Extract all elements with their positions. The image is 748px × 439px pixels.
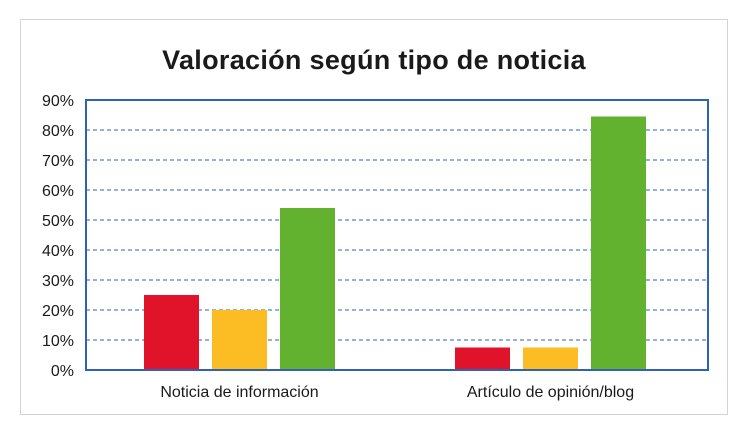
plot-frame [85, 99, 709, 371]
bar [455, 347, 510, 370]
bar [212, 310, 267, 370]
bar [591, 116, 646, 370]
x-axis-labels: Noticia de información Artículo de opinió… [160, 384, 634, 401]
y-tick-label: 10% [42, 333, 74, 350]
x-category-label: Noticia de información [160, 384, 318, 401]
bars [144, 116, 646, 370]
x-category-label: Artículo de opinión/blog [467, 384, 634, 401]
bar [144, 295, 199, 370]
y-tick-label: 70% [42, 153, 74, 170]
bar [280, 208, 335, 370]
y-tick-label: 80% [42, 123, 74, 140]
y-tick-label: 0% [51, 363, 74, 380]
y-axis-ticks: 0% 10% 20% 30% 40% 50% 60% 70% 80% 90% [42, 93, 74, 380]
y-tick-label: 30% [42, 273, 74, 290]
y-tick-label: 50% [42, 213, 74, 230]
chart-title: Valoración según tipo de noticia [162, 45, 586, 75]
y-tick-label: 60% [42, 183, 74, 200]
y-tick-label: 90% [42, 93, 74, 110]
bar [523, 347, 578, 370]
y-tick-label: 40% [42, 243, 74, 260]
y-tick-label: 20% [42, 303, 74, 320]
